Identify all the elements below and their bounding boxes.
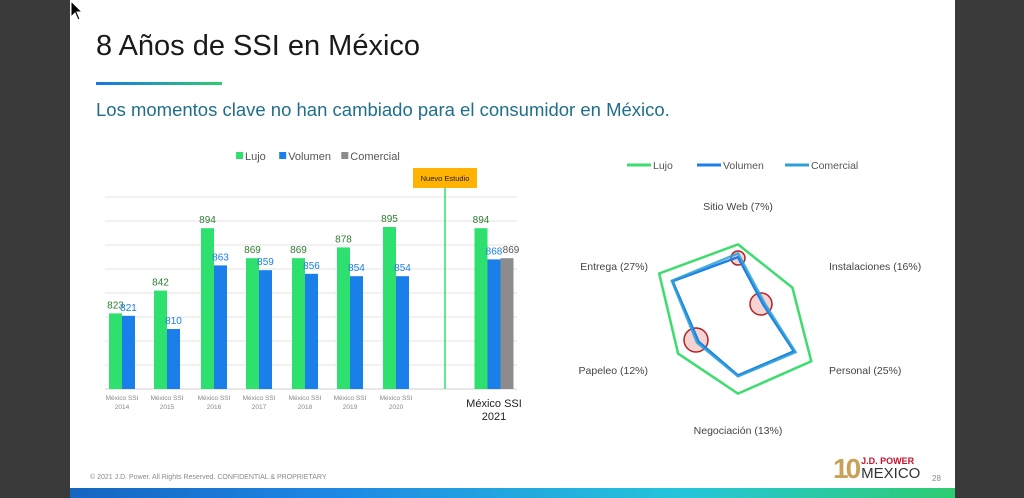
page-title: 8 Años de SSI en México [96,30,420,63]
category-label: México SSI [380,395,413,402]
radar-series-comercial [670,251,798,378]
radar-series-lujo [657,242,813,396]
category-label: México SSI [243,395,276,402]
category-label: 2017 [252,404,267,411]
bar-volumen [350,276,363,389]
category-label: 2016 [207,404,222,411]
bar-lujo [154,290,167,389]
bar-lujo [201,228,214,389]
legend-label: Lujo [653,160,673,172]
jd-power-mexico-logo: 10 J.D. POWER MEXICO [833,453,921,484]
title-underline [96,82,222,85]
radar-axis-label: Negociación (13%) [694,425,783,437]
title-bold: 8 Años [96,30,185,62]
legend-swatch [341,152,349,159]
radar-axis-label: Personal (25%) [829,365,901,377]
bar-lujo [474,228,488,389]
category-label: 2021 [482,411,506,423]
legend-swatch [236,152,243,159]
category-label: México SSI [106,395,139,402]
legend-label: Lujo [245,151,266,163]
data-label: 863 [212,252,229,263]
data-label: 894 [199,215,216,226]
data-label: 869 [290,245,307,256]
data-label: 894 [473,215,490,226]
data-label: 868 [486,246,503,257]
category-label: 2015 [160,404,175,411]
data-label: 854 [394,263,411,274]
bar-volumen [396,276,409,389]
subtitle: Los momentos clave no han cambiado para … [96,99,670,120]
bar-lujo [337,247,350,389]
radar-axis-label: Entrega (27%) [580,261,648,273]
logo-country: MEXICO [861,465,921,482]
bar-lujo [383,227,396,389]
data-label: 869 [244,245,261,256]
data-label: 869 [503,245,520,256]
category-label: México SSI [466,398,522,410]
data-label: 821 [120,303,137,314]
legend-label: Comercial [811,160,858,172]
category-label: México SSI [151,395,184,402]
bar-lujo [109,313,122,389]
bar-volumen [305,273,318,389]
logo-ten: 10 [833,453,861,484]
bar-lujo [246,258,259,389]
bar-volumen [487,259,501,389]
logo-brand: J.D. POWER [861,456,915,466]
radar-axis-label: Papeleo (12%) [579,365,648,377]
legend-label: Volumen [288,151,331,163]
data-label: 810 [165,316,182,327]
radar-axis-label: Sitio Web (7%) [703,201,773,213]
bar-volumen [214,265,227,389]
category-label: México SSI [289,395,322,402]
bar-comercial [500,258,514,389]
data-label: 895 [381,214,398,225]
bar-volumen [259,270,272,389]
bar-volumen [122,315,135,389]
legend-swatch [279,152,287,159]
page-number: 28 [932,474,941,483]
radar-chart: Lujo Volumen Comercial Sitio Web (7%) Instal… [579,160,922,437]
category-label: 2020 [389,404,404,411]
title-rest: de SSI en México [184,30,421,62]
data-label: 842 [152,278,169,289]
category-label: México SSI [198,395,231,402]
data-label: 878 [335,234,352,245]
new-study-label-box [413,168,477,188]
footer-copyright: © 2021 J.D. Power. All Rights Reserved. … [90,474,327,481]
slide: 8 Años de SSI en México Los momentos cla… [70,0,955,498]
mouse-cursor-icon [70,0,84,21]
bar-volumen [167,329,180,389]
category-label: 2019 [343,404,358,411]
legend-label: Comercial [350,151,400,163]
legend-label: Volumen [723,160,764,172]
category-label: México SSI [334,395,367,402]
data-label: 823 [107,300,124,311]
category-label: 2014 [115,404,130,411]
bottom-gradient-bar [70,488,955,498]
data-label: 859 [257,257,274,268]
data-label: 854 [348,263,365,274]
bar-lujo [292,258,305,389]
category-label: 2018 [298,404,313,411]
radar-axis-label: Instalaciones (16%) [829,261,921,273]
data-label: 856 [303,261,320,272]
new-study-label: Nuevo Estudio [421,174,470,183]
